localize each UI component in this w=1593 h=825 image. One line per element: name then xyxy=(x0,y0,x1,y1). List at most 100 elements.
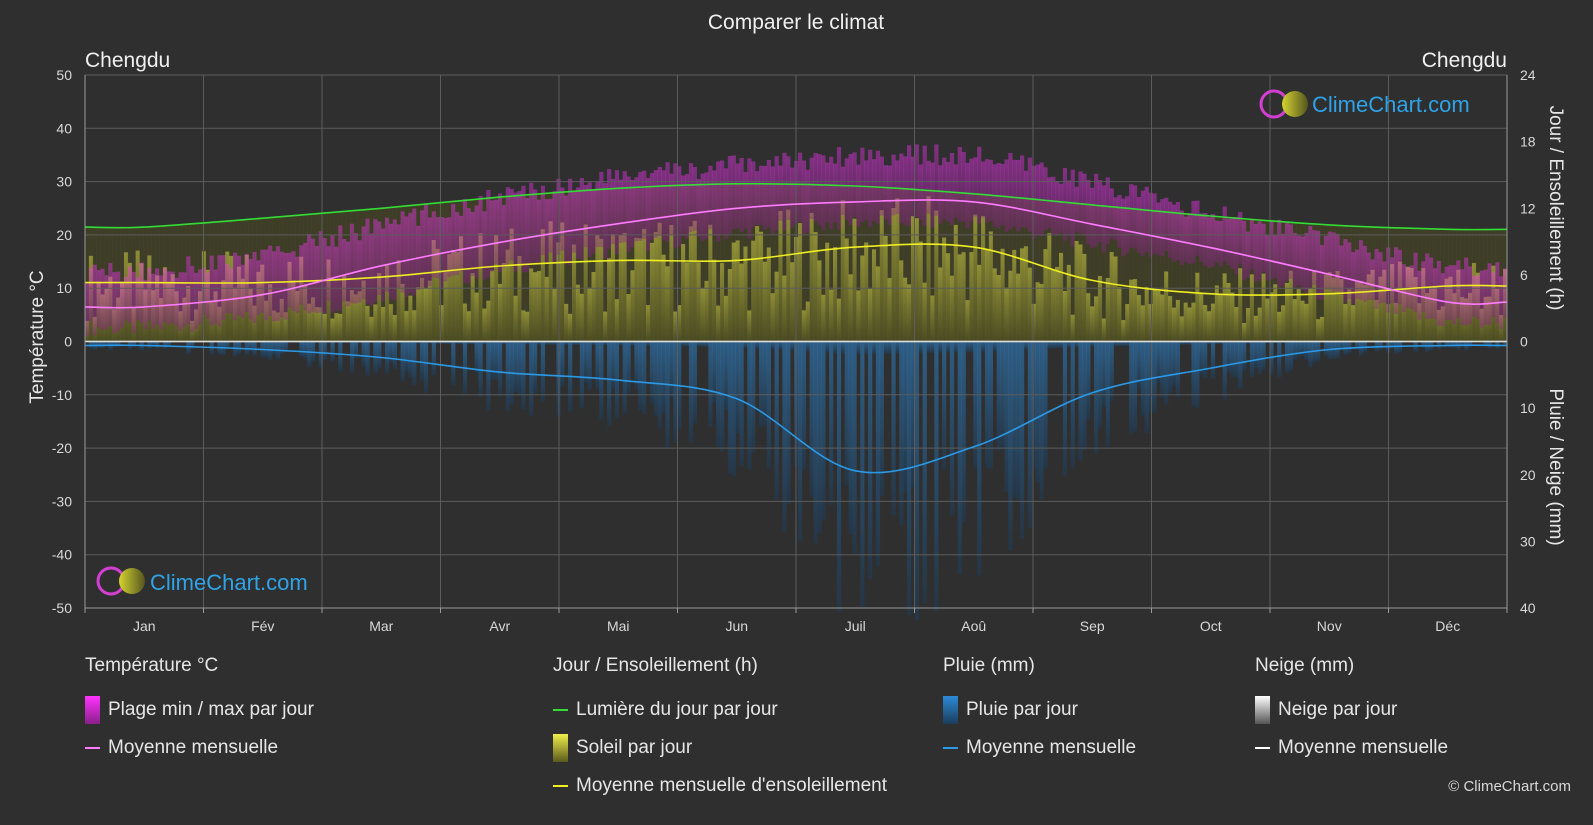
temperature-range-bar xyxy=(895,160,900,215)
rain-day-bar xyxy=(1187,341,1192,345)
sunshine-day-bar xyxy=(439,305,444,342)
temperature-range-bar xyxy=(1475,275,1481,319)
rain-day-bar xyxy=(529,341,534,416)
rain-day-bar xyxy=(720,341,725,452)
rain-day-bar xyxy=(1261,341,1266,371)
sunshine-day-bar xyxy=(661,254,666,342)
temperature-range-bar xyxy=(408,212,413,294)
sunshine-day-bar xyxy=(318,307,323,342)
x-tick-label: Jun xyxy=(725,618,748,634)
temperature-range-bar xyxy=(712,170,717,235)
sunshine-day-bar xyxy=(864,242,869,342)
rain-day-bar xyxy=(708,341,713,427)
sunshine-day-bar xyxy=(778,210,783,342)
sunshine-day-bar xyxy=(887,277,892,342)
sunshine-day-bar xyxy=(973,214,978,342)
temperature-range-bar xyxy=(856,164,861,228)
rain-day-bar xyxy=(712,341,717,403)
rain-day-bar xyxy=(692,341,697,424)
temperature-range-bar xyxy=(420,210,425,288)
temperature-range-bar xyxy=(318,231,323,313)
rain-day-bar xyxy=(1242,341,1247,372)
daylight-bar xyxy=(1086,204,1091,342)
daylight-bar xyxy=(1004,196,1009,342)
sunshine-day-bar xyxy=(801,310,807,342)
temperature-range-bar xyxy=(860,147,865,223)
rain-day-bar xyxy=(887,341,892,354)
temperature-range-bar xyxy=(501,205,507,268)
rain-day-bar xyxy=(1327,341,1332,360)
temperature-range-bar xyxy=(1304,232,1309,293)
temperature-range-bar xyxy=(384,217,390,292)
sunshine-day-bar xyxy=(1016,273,1021,342)
rain-day-bar xyxy=(774,341,779,501)
temperature-range-bar xyxy=(1308,226,1313,289)
sunshine-day-bar xyxy=(899,260,904,342)
temperature-range-bar xyxy=(610,178,616,245)
rain-day-bar xyxy=(762,341,768,426)
legend-heading: Jour / Ensoleillement (h) xyxy=(553,655,758,676)
temperature-range-bar xyxy=(1179,210,1184,266)
sunshine-day-bar xyxy=(1195,272,1200,342)
brand-logo-top[interactable]: ClimeChart.com xyxy=(1259,89,1470,119)
rain-day-bar xyxy=(1355,341,1360,350)
rain-day-bar xyxy=(1460,341,1465,347)
daylight-bar xyxy=(1035,199,1040,342)
sunshine-day-bar xyxy=(1327,272,1332,342)
temperature-range-bar xyxy=(497,193,503,273)
rain-day-bar xyxy=(778,341,783,350)
temperature-range-bar xyxy=(914,144,920,217)
daylight-bar xyxy=(1226,217,1231,342)
temperature-range-bar xyxy=(965,162,970,229)
sunshine-day-bar xyxy=(1366,274,1371,342)
temperature-range-bar xyxy=(116,271,121,331)
rain-day-bar xyxy=(162,341,168,349)
rain-day-bar xyxy=(521,341,526,410)
sunshine-day-bar xyxy=(435,248,440,342)
sunshine-day-bar xyxy=(1027,267,1033,342)
daylight-bar xyxy=(801,185,807,342)
rain-day-bar xyxy=(451,341,456,386)
daylight-bar xyxy=(591,190,596,342)
temperature-mean-line xyxy=(84,199,1508,309)
daylight-bar xyxy=(677,185,682,342)
temperature-range-bar xyxy=(638,171,643,241)
rain-day-bar xyxy=(856,341,861,355)
temperature-range-bar xyxy=(388,223,394,300)
temperature-range-bar xyxy=(1156,202,1161,255)
temperature-range-bar xyxy=(88,267,94,322)
temperature-range-bar xyxy=(762,165,768,230)
rain-day-bar xyxy=(903,341,908,493)
daylight-bar xyxy=(1144,210,1149,342)
sunshine-day-bar xyxy=(1094,296,1099,342)
sunshine-day-bar xyxy=(1339,279,1344,342)
sunshine-day-bar xyxy=(817,260,822,342)
brand-logo-bottom[interactable]: ClimeChart.com xyxy=(96,566,308,596)
temperature-range-bar xyxy=(575,187,581,259)
sunshine-day-bar xyxy=(1230,292,1235,342)
legend-item: Moyenne mensuelle xyxy=(85,729,314,767)
temperature-range-bar xyxy=(766,159,771,228)
legend-label: Lumière du jour par jour xyxy=(576,699,778,720)
temperature-range-bar xyxy=(1366,252,1371,300)
legend-swatch xyxy=(943,696,958,724)
temperature-range-bar xyxy=(708,165,713,230)
temperature-range-bar xyxy=(1117,195,1122,248)
legend-label: Moyenne mensuelle d'ensoleillement xyxy=(576,775,887,796)
temperature-range-bar xyxy=(466,208,471,284)
sunshine-day-bar xyxy=(1160,294,1165,342)
temperature-range-bar xyxy=(143,279,148,330)
legend-swatch xyxy=(85,696,100,724)
sunshine-day-bar xyxy=(704,280,709,342)
legend-item: Soleil par jour xyxy=(553,729,887,767)
sunshine-day-bar xyxy=(587,287,592,342)
rain-day-bar xyxy=(646,341,651,346)
temperature-range-bar xyxy=(681,175,686,237)
sunshine-day-bar xyxy=(571,244,577,342)
rain-day-bar xyxy=(945,341,951,353)
sunshine-day-bar xyxy=(700,288,705,342)
temperature-range-bar xyxy=(922,145,927,226)
rain-day-bar xyxy=(1062,341,1068,476)
temperature-range-bar xyxy=(720,160,725,234)
temperature-range-bar xyxy=(1238,212,1243,265)
